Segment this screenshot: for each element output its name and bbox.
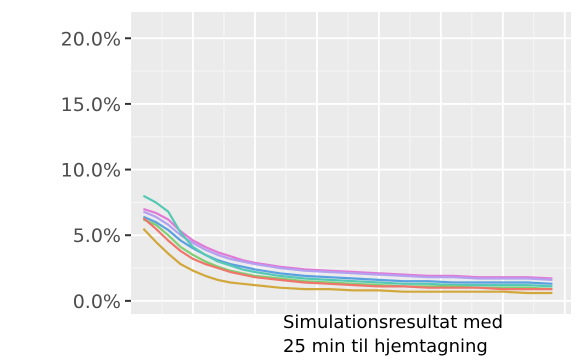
series-line-4 bbox=[142, 194, 553, 288]
y-tick-label: 20.0% bbox=[61, 28, 121, 50]
plot-panel bbox=[131, 12, 571, 314]
gridlines bbox=[131, 12, 571, 314]
series-lines bbox=[142, 194, 553, 295]
series-line-1 bbox=[143, 207, 553, 280]
chart-caption: Simulationsresultat med 25 min til hjemt… bbox=[283, 311, 578, 359]
caption-line-2: 25 min til hjemtagning bbox=[283, 336, 488, 357]
y-tick-label: 10.0% bbox=[61, 160, 121, 182]
series-line-3 bbox=[142, 215, 553, 285]
y-tick-label: 15.0% bbox=[61, 94, 121, 116]
y-tick-label: 5.0% bbox=[73, 225, 121, 247]
series-line-6 bbox=[142, 217, 553, 291]
y-axis: 0.0% 5.0% 10.0% 15.0% 20.0% bbox=[61, 28, 131, 313]
y-tick-label: 0.0% bbox=[73, 291, 121, 313]
series-line-7 bbox=[142, 227, 553, 295]
caption-line-1: Simulationsresultat med bbox=[283, 312, 504, 333]
